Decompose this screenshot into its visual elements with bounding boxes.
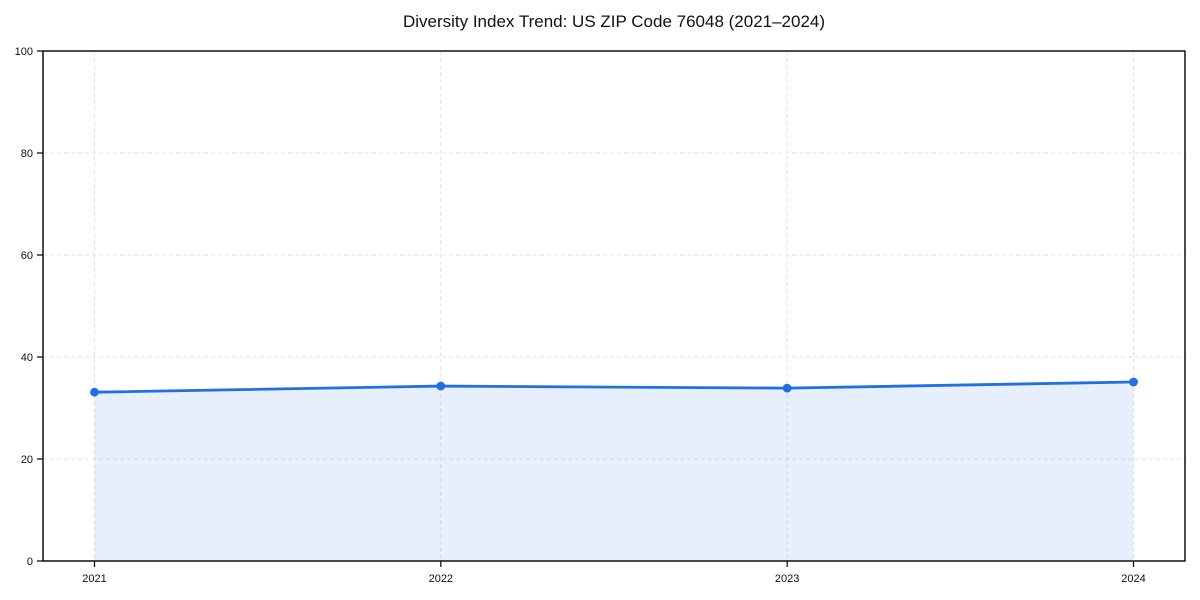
y-tick-label: 80 (21, 148, 33, 160)
data-point-marker (436, 381, 446, 391)
y-tick-label: 20 (21, 454, 33, 466)
x-tick-label: 2022 (429, 573, 453, 585)
chart-title: Diversity Index Trend: US ZIP Code 76048… (402, 12, 826, 31)
trend-line (93, 380, 1135, 394)
x-tick-label: 2023 (775, 573, 799, 585)
data-point-marker (1129, 377, 1138, 387)
data-point-marker (90, 387, 99, 397)
x-tick-label: 2024 (1121, 573, 1145, 585)
area-fill (94, 381, 1134, 561)
y-tick-label: 60 (21, 250, 33, 262)
y-tick-label: 40 (21, 352, 33, 364)
plot-border (42, 50, 1186, 562)
y-tick-label: 0 (27, 556, 33, 568)
x-tick-label: 2021 (82, 573, 106, 585)
data-point-marker (782, 383, 792, 393)
y-tick-label: 100 (15, 46, 33, 58)
